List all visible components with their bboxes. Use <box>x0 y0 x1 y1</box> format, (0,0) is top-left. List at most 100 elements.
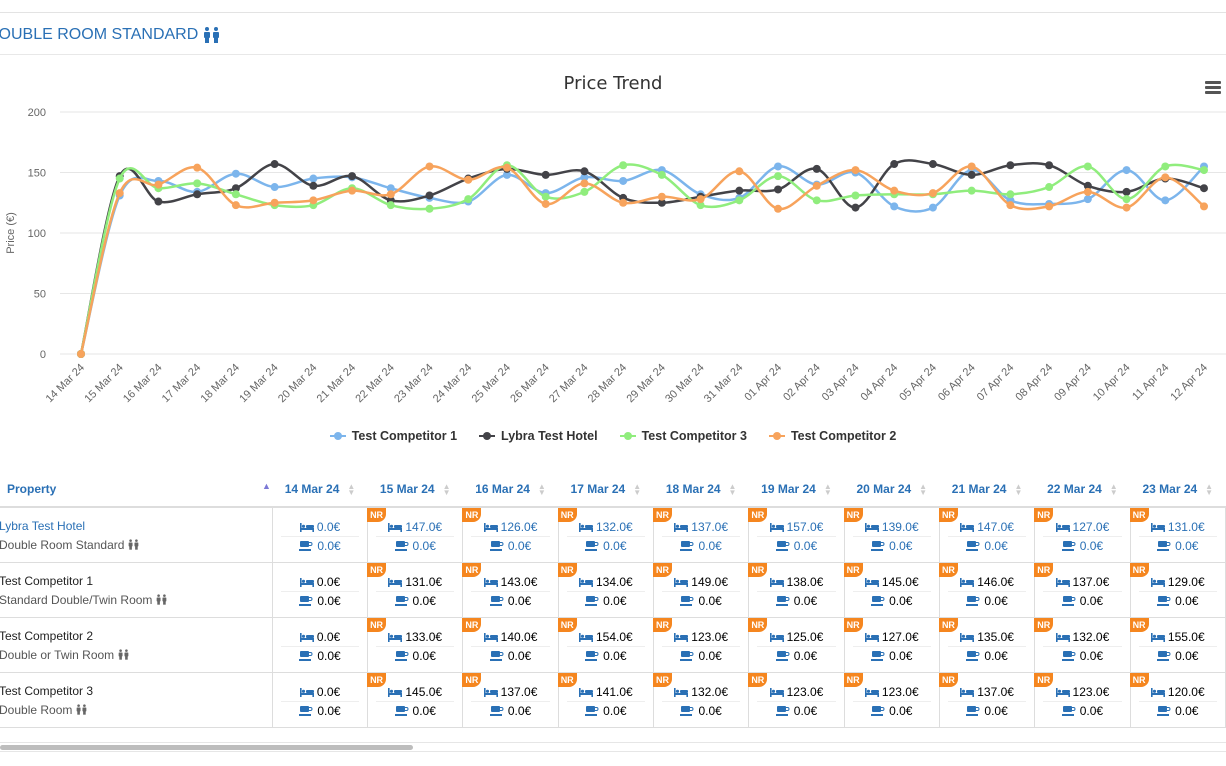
price-cell[interactable]: NR 155.0€ 0.0€ <box>1129 617 1226 673</box>
bed-icon <box>388 575 405 589</box>
sort-asc-icon[interactable]: ▲ <box>262 481 271 491</box>
legend-label: Lybra Test Hotel <box>501 429 598 443</box>
sort-icon[interactable]: ▲ ▼ <box>919 481 928 497</box>
price-cell[interactable]: NR 137.0€ 0.0€ <box>462 672 559 728</box>
data-point <box>1122 195 1131 204</box>
legend-item[interactable]: Lybra Test Hotel <box>479 429 598 443</box>
price-cell[interactable]: NR 147.0€ 0.0€ <box>367 507 464 563</box>
column-header-date[interactable]: 18 Mar 24 ▲ ▼ <box>653 472 749 508</box>
data-point <box>309 174 318 183</box>
price-cell[interactable]: NR 149.0€ 0.0€ <box>653 562 750 618</box>
scrollbar-thumb[interactable] <box>0 745 413 750</box>
non-refundable-badge: NR <box>1034 618 1054 632</box>
data-point <box>386 201 395 210</box>
data-point <box>851 166 860 175</box>
column-header-date[interactable]: 17 Mar 24 ▲ ▼ <box>558 472 654 508</box>
sort-icon[interactable]: ▲ ▼ <box>728 481 737 497</box>
data-point <box>1045 161 1054 170</box>
bed-icon <box>578 520 596 534</box>
column-header-date[interactable]: 20 Mar 24 ▲ ▼ <box>844 472 940 508</box>
price-cell[interactable]: NR 145.0€ 0.0€ <box>843 562 940 618</box>
price-cell[interactable]: 0.0€ 0.0€ <box>272 617 369 673</box>
horizontal-scrollbar[interactable] <box>0 742 1226 752</box>
price-cell[interactable]: NR 132.0€ 0.0€ <box>1034 617 1131 673</box>
column-header-date[interactable]: 21 Mar 24 ▲ ▼ <box>939 472 1035 508</box>
breakfast-icon <box>1157 594 1175 608</box>
price-cell[interactable]: NR 131.0€ 0.0€ <box>367 562 464 618</box>
price-cell[interactable]: NR 132.0€ 0.0€ <box>653 672 750 728</box>
price-cell[interactable]: NR 127.0€ 0.0€ <box>1034 507 1131 563</box>
non-refundable-badge: NR <box>1129 563 1149 577</box>
price-cell[interactable]: NR 123.0€ 0.0€ <box>653 617 750 673</box>
price-cell[interactable]: NR 120.0€ 0.0€ <box>1129 672 1226 728</box>
price-cell[interactable]: NR 141.0€ 0.0€ <box>557 672 655 728</box>
room-price: 154.0€ <box>595 630 633 644</box>
column-header-property[interactable]: Property ▲ <box>0 472 273 508</box>
price-cell[interactable]: 0.0€ 0.0€ <box>272 672 369 728</box>
chart-menu-icon[interactable] <box>1205 81 1221 94</box>
price-cell[interactable]: NR 135.0€ 0.0€ <box>938 617 1036 673</box>
bed-icon <box>1150 520 1168 534</box>
legend-item[interactable]: Test Competitor 2 <box>768 429 896 443</box>
sort-icon[interactable]: ▲ ▼ <box>442 481 451 497</box>
sort-icon[interactable]: ▲ ▼ <box>633 481 642 497</box>
column-header-date[interactable]: 15 Mar 24 ▲ ▼ <box>367 472 463 508</box>
x-tick-label: 27 Mar 24 <box>547 362 591 406</box>
price-cell[interactable]: NR 134.0€ 0.0€ <box>557 562 655 618</box>
price-cell[interactable]: NR 131.0€ 0.0€ <box>1129 507 1226 563</box>
non-refundable-badge: NR <box>843 563 863 577</box>
non-refundable-badge: NR <box>557 563 577 577</box>
price-cell[interactable]: NR 140.0€ 0.0€ <box>462 617 559 673</box>
legend-item[interactable]: Test Competitor 1 <box>329 429 457 443</box>
price-cell[interactable]: NR 157.0€ 0.0€ <box>748 507 845 563</box>
price-cell[interactable]: NR 123.0€ 0.0€ <box>843 672 940 728</box>
column-header-date[interactable]: 19 Mar 24 ▲ ▼ <box>748 472 845 508</box>
price-cell[interactable]: NR 137.0€ 0.0€ <box>938 672 1036 728</box>
breakfast-price: 0.0€ <box>507 594 532 608</box>
price-cell[interactable]: NR 143.0€ 0.0€ <box>462 562 559 618</box>
breakfast-price: 0.0€ <box>793 539 818 553</box>
price-cell[interactable]: NR 123.0€ 0.0€ <box>748 672 845 728</box>
property-name[interactable]: Lybra Test Hotel <box>0 519 86 533</box>
sort-icon[interactable]: ▲ ▼ <box>1014 481 1023 497</box>
bed-icon <box>299 630 317 644</box>
price-cell[interactable]: NR 137.0€ 0.0€ <box>653 507 750 563</box>
price-cell[interactable]: NR 129.0€ 0.0€ <box>1129 562 1226 618</box>
sort-icon[interactable]: ▲ ▼ <box>1109 481 1118 497</box>
bed-icon <box>388 520 405 534</box>
column-header-date[interactable]: 22 Mar 24 ▲ ▼ <box>1034 472 1131 508</box>
price-cell[interactable]: 0.0€ 0.0€ <box>272 562 369 618</box>
sort-icon[interactable]: ▲ ▼ <box>1205 481 1214 497</box>
sort-icon[interactable]: ▲ ▼ <box>537 481 546 497</box>
header-label: Property <box>7 482 57 496</box>
column-header-date[interactable]: 14 Mar 24 ▲ ▼ <box>272 472 368 508</box>
price-cell[interactable]: NR 146.0€ 0.0€ <box>938 562 1036 618</box>
price-cell[interactable]: NR 145.0€ 0.0€ <box>367 672 464 728</box>
breakfast-price: 0.0€ <box>889 704 913 718</box>
price-cell[interactable]: NR 147.0€ 0.0€ <box>938 507 1036 563</box>
sort-icon[interactable]: ▲ ▼ <box>823 481 832 497</box>
price-cell[interactable]: NR 126.0€ 0.0€ <box>462 507 559 563</box>
price-cell[interactable]: NR 133.0€ 0.0€ <box>367 617 464 673</box>
data-point <box>580 167 589 176</box>
column-header-date[interactable]: 23 Mar 24 ▲ ▼ <box>1130 472 1226 508</box>
non-refundable-badge: NR <box>843 618 863 632</box>
header-label: 18 Mar 24 <box>665 482 721 496</box>
price-cell[interactable]: NR 139.0€ 0.0€ <box>843 507 940 563</box>
column-header-date[interactable]: 16 Mar 24 ▲ ▼ <box>462 472 559 508</box>
price-cell[interactable]: NR 138.0€ 0.0€ <box>748 562 845 618</box>
price-cell[interactable]: NR 132.0€ 0.0€ <box>557 507 655 563</box>
price-cell[interactable]: NR 154.0€ 0.0€ <box>557 617 655 673</box>
room-price: 0.0€ <box>316 630 341 644</box>
sort-icon[interactable]: ▲ ▼ <box>347 481 356 497</box>
price-cell[interactable]: NR 123.0€ 0.0€ <box>1034 672 1131 728</box>
breakfast-icon <box>1157 704 1175 718</box>
price-cell[interactable]: 0.0€ 0.0€ <box>272 507 369 563</box>
price-cell[interactable]: NR 127.0€ 0.0€ <box>843 617 940 673</box>
y-axis-title: Price (€) <box>5 212 17 254</box>
divider <box>0 54 1226 55</box>
price-cell[interactable]: NR 137.0€ 0.0€ <box>1034 562 1131 618</box>
legend-item[interactable]: Test Competitor 3 <box>619 429 747 443</box>
price-cell[interactable]: NR 125.0€ 0.0€ <box>748 617 845 673</box>
bed-icon <box>1055 630 1073 644</box>
